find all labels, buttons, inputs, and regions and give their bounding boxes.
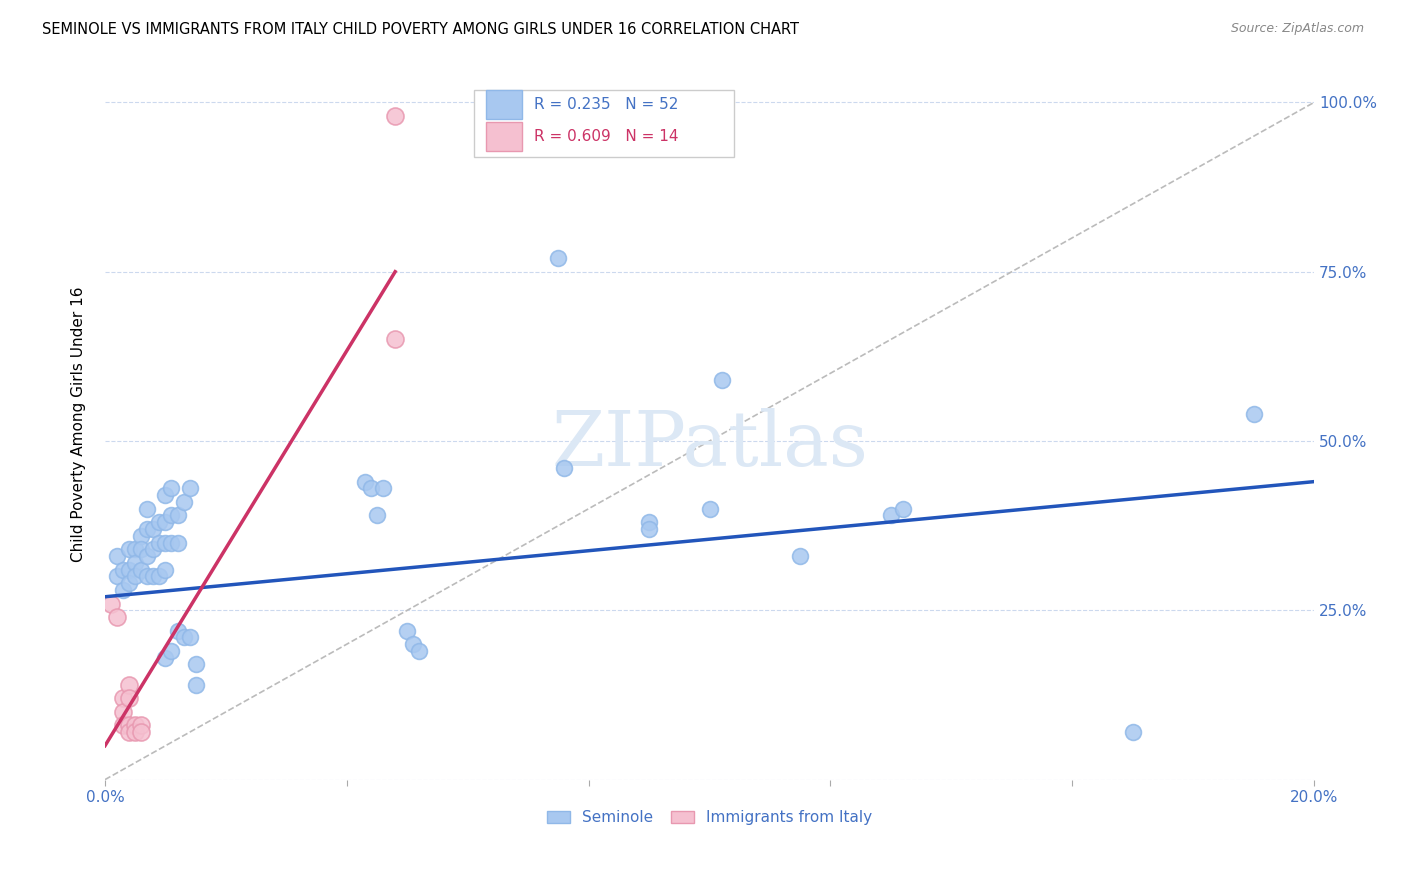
Point <box>124 569 146 583</box>
Point <box>402 637 425 651</box>
Point <box>129 563 152 577</box>
Point <box>547 251 569 265</box>
Point <box>142 569 165 583</box>
Point <box>155 535 177 549</box>
Point <box>354 475 377 489</box>
Point <box>118 563 141 577</box>
Point <box>160 535 183 549</box>
Point <box>166 535 188 549</box>
Point <box>118 718 141 732</box>
Point <box>112 705 135 719</box>
Point <box>118 725 141 739</box>
Point <box>100 597 122 611</box>
Point <box>105 549 128 563</box>
Point <box>118 678 141 692</box>
Point <box>638 522 661 536</box>
Point <box>142 522 165 536</box>
Point <box>148 535 170 549</box>
Point <box>880 508 903 523</box>
FancyBboxPatch shape <box>474 90 734 157</box>
Text: Source: ZipAtlas.com: Source: ZipAtlas.com <box>1230 22 1364 36</box>
Point <box>136 569 159 583</box>
Point <box>408 644 430 658</box>
Point <box>155 515 177 529</box>
Point <box>129 529 152 543</box>
Point <box>371 482 394 496</box>
Text: R = 0.235   N = 52: R = 0.235 N = 52 <box>534 97 679 112</box>
Point <box>112 718 135 732</box>
Point <box>136 522 159 536</box>
Point <box>129 542 152 557</box>
Point <box>112 582 135 597</box>
Point <box>553 461 575 475</box>
Point <box>1243 407 1265 421</box>
Point <box>160 644 183 658</box>
Point <box>129 718 152 732</box>
Point <box>155 563 177 577</box>
Point <box>891 501 914 516</box>
Point <box>118 576 141 591</box>
Point <box>129 725 152 739</box>
Point <box>124 718 146 732</box>
Point <box>699 501 721 516</box>
Point <box>112 563 135 577</box>
Point <box>148 515 170 529</box>
Point <box>105 569 128 583</box>
Point <box>179 482 201 496</box>
Point <box>710 373 733 387</box>
Point <box>184 657 207 672</box>
Point <box>155 650 177 665</box>
Point <box>112 691 135 706</box>
Point <box>124 725 146 739</box>
Point <box>384 333 406 347</box>
Point <box>384 109 406 123</box>
Point <box>148 569 170 583</box>
Point <box>638 515 661 529</box>
Point <box>136 549 159 563</box>
Point <box>173 495 195 509</box>
Point <box>155 488 177 502</box>
Point <box>173 631 195 645</box>
Point <box>184 678 207 692</box>
Point <box>160 482 183 496</box>
Point <box>124 556 146 570</box>
Point <box>1122 725 1144 739</box>
Point <box>366 508 388 523</box>
Point <box>118 691 141 706</box>
Y-axis label: Child Poverty Among Girls Under 16: Child Poverty Among Girls Under 16 <box>72 286 86 562</box>
Legend: Seminole, Immigrants from Italy: Seminole, Immigrants from Italy <box>547 810 873 825</box>
Point <box>396 624 419 638</box>
FancyBboxPatch shape <box>486 90 522 119</box>
Point <box>160 508 183 523</box>
Point <box>124 542 146 557</box>
Point <box>360 482 382 496</box>
Point <box>118 542 141 557</box>
Text: R = 0.609   N = 14: R = 0.609 N = 14 <box>534 129 679 144</box>
Point <box>179 631 201 645</box>
Text: ZIPatlas: ZIPatlas <box>551 409 868 483</box>
Point <box>789 549 811 563</box>
Text: SEMINOLE VS IMMIGRANTS FROM ITALY CHILD POVERTY AMONG GIRLS UNDER 16 CORRELATION: SEMINOLE VS IMMIGRANTS FROM ITALY CHILD … <box>42 22 799 37</box>
Point <box>105 610 128 624</box>
Point <box>166 624 188 638</box>
Point <box>136 501 159 516</box>
Point <box>166 508 188 523</box>
FancyBboxPatch shape <box>486 122 522 151</box>
Point <box>142 542 165 557</box>
